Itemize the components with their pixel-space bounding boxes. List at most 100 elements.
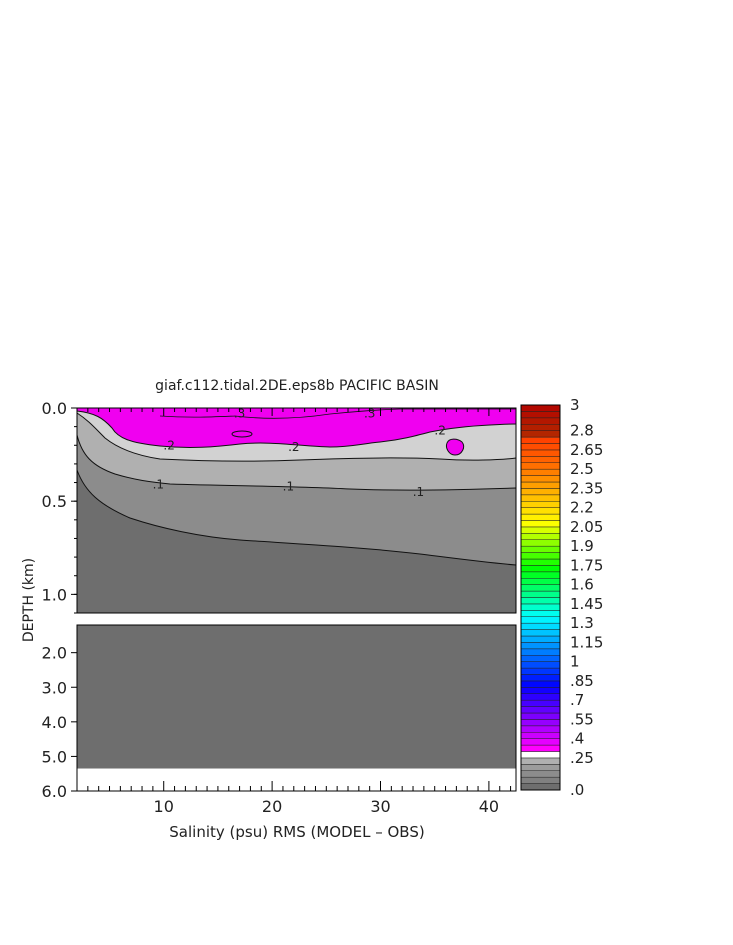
colorbar-cell — [520, 603, 561, 611]
upper-frame — [76, 407, 517, 614]
contour-line-03b — [159, 408, 516, 419]
colorbar-cell — [520, 449, 561, 457]
lower-frame — [76, 624, 517, 792]
contour-label: .1 — [413, 485, 424, 499]
y-tick-label: 4.0 — [42, 713, 67, 732]
colorbar-cell — [520, 597, 561, 605]
y-tick-label: 3.0 — [42, 678, 67, 697]
y-axis-label: DEPTH (km) — [21, 558, 37, 642]
y-tick-label: 6.0 — [42, 782, 67, 801]
y-tick-label: 1.0 — [42, 585, 67, 604]
colorbar-label: .55 — [570, 710, 594, 728]
colorbar-cell — [520, 706, 561, 714]
colorbar-cell — [520, 411, 561, 419]
colorbar-label: 1.15 — [570, 633, 603, 651]
colorbar-cell — [520, 764, 561, 771]
colorbar-label: 1.45 — [570, 595, 603, 613]
colorbar-cell — [520, 693, 561, 701]
colorbar-cell — [520, 501, 561, 508]
colorbar-cell — [520, 430, 561, 438]
x-tick-label: 10 — [154, 797, 174, 816]
colorbar-cell — [520, 629, 561, 637]
colorbar-label: .0 — [570, 781, 584, 799]
colorbar-cell — [520, 481, 561, 489]
colorbar-label: 1.75 — [570, 556, 603, 574]
colorbar-cell — [520, 667, 561, 675]
colorbar-label: 2.8 — [570, 422, 594, 440]
colorbar-label: 2.65 — [570, 441, 603, 459]
colorbar-cell — [520, 687, 561, 694]
colorbar-cell — [520, 578, 561, 585]
colorbar-cell — [520, 751, 561, 759]
colorbar-cell — [520, 610, 561, 617]
colorbar-frame — [520, 404, 561, 791]
colorbar-label: .85 — [570, 672, 594, 690]
colorbar-cell — [520, 558, 561, 566]
colorbar-cell — [520, 616, 561, 624]
colorbar-cell — [520, 494, 561, 502]
colorbar-label: 2.5 — [570, 460, 594, 478]
colorbar-cell — [520, 404, 561, 412]
colorbar-label: .7 — [570, 691, 584, 709]
colorbar-cell — [520, 661, 561, 669]
colorbar-cell — [520, 732, 561, 739]
colorbar-cell — [520, 584, 561, 592]
contour-line-02 — [76, 412, 517, 462]
colorbar-cell — [520, 436, 561, 444]
contour-line-03 — [76, 410, 517, 448]
colorbar-cell — [520, 655, 561, 662]
colorbar-cell — [520, 443, 561, 451]
colorbar-cell — [520, 520, 561, 528]
contour-label: .3 — [364, 407, 375, 421]
colorbar-cell — [520, 552, 561, 560]
colorbar-cell — [520, 680, 561, 688]
x-tick-label: 20 — [262, 797, 282, 816]
contour-label: .1 — [283, 479, 294, 493]
y-tick-label: 5.0 — [42, 747, 67, 766]
colorbar-cell — [520, 776, 561, 784]
contour-ring — [231, 430, 253, 438]
colorbar-cell — [520, 513, 561, 521]
colorbar-label: 1.9 — [570, 537, 594, 555]
colorbar-cell — [520, 744, 561, 752]
colorbar-cell — [520, 417, 561, 425]
colorbar-label: 3 — [570, 396, 580, 414]
contour-line-01 — [76, 434, 517, 491]
x-axis-label: Salinity (psu) RMS (MODEL – OBS) — [169, 823, 424, 841]
contour-line — [76, 469, 517, 566]
colorbar-label: .4 — [570, 730, 584, 748]
colorbar-cell — [520, 533, 561, 540]
colorbar-cell — [520, 712, 561, 720]
colorbar-cell — [520, 565, 561, 573]
colorbar-cell — [520, 622, 561, 630]
colorbar-cell — [520, 539, 561, 547]
contour-label: .2 — [434, 423, 445, 437]
colorbar-cell — [520, 424, 561, 431]
colorbar-cell — [520, 757, 561, 765]
colorbar-cell — [520, 456, 561, 464]
colorbar-cell — [520, 725, 561, 733]
colorbar-label: 1.6 — [570, 576, 594, 594]
colorbar-cell — [520, 488, 561, 496]
colorbar-label: 2.35 — [570, 479, 603, 497]
colorbar-cell — [520, 526, 561, 534]
colorbar-cell — [520, 770, 561, 778]
colorbar-cell — [520, 571, 561, 579]
colorbar-cell — [520, 507, 561, 515]
colorbar-cell — [520, 783, 561, 791]
y-tick-label: 0.5 — [42, 492, 67, 511]
y-tick-label: 0.0 — [42, 399, 67, 418]
colorbar-cell — [520, 738, 561, 746]
colorbar-cell — [520, 674, 561, 682]
colorbar-label: .25 — [570, 749, 594, 767]
colorbar-cell — [520, 545, 561, 553]
colorbar-label: 2.05 — [570, 518, 603, 536]
contour-label: .2 — [163, 438, 174, 452]
colorbar-cell — [520, 468, 561, 476]
upper-panel: .3 .3 .2 .2 .2 .1 .1 .1 0.0 0.5 1.0 — [42, 399, 517, 614]
colorbar-label: 1.3 — [570, 614, 594, 632]
colorbar-cell — [520, 475, 561, 483]
colorbar-cell — [520, 462, 561, 470]
colorbar-label: 2.2 — [570, 499, 594, 517]
